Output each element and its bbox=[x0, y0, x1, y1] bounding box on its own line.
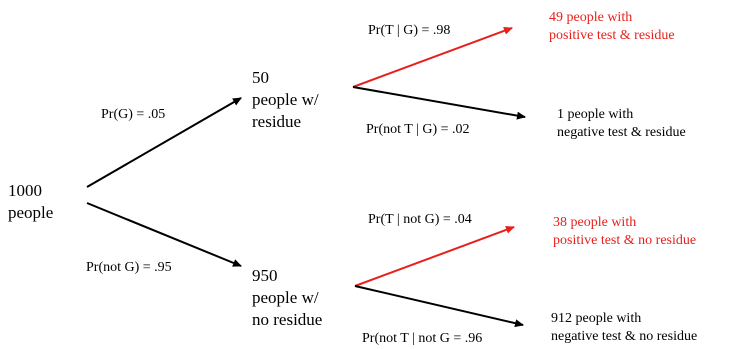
prob-negative-given-no-residue-label: Pr(not T | not G = .96 bbox=[362, 331, 483, 346]
edge-root-to-residue bbox=[86, 97, 242, 188]
edge-no-residue-to-negative bbox=[354, 285, 524, 328]
leaf-positive-residue: 49 people with positive test & residue bbox=[549, 10, 675, 43]
no-residue-node-label: 950 people w/ no residue bbox=[252, 266, 323, 329]
leaf-negative-residue: 1 people with negative test & residue bbox=[557, 107, 686, 140]
prob-positive-given-no-residue-label: Pr(T | not G) = .04 bbox=[368, 212, 472, 227]
leaf-positive-no-residue: 38 people with positive test & no residu… bbox=[553, 215, 697, 248]
root-node-label: 1000 people bbox=[8, 181, 54, 222]
edge-root-to-no-residue bbox=[86, 202, 242, 267]
leaf-negative-no-residue: 912 people with negative test & no resid… bbox=[551, 311, 698, 344]
edge-residue-to-negative bbox=[352, 86, 526, 120]
prob-positive-given-residue-label: Pr(T | G) = .98 bbox=[368, 23, 451, 38]
prob-residue-label: Pr(G) = .05 bbox=[101, 107, 166, 122]
prob-no-residue-label: Pr(not G) = .95 bbox=[86, 260, 172, 275]
residue-node-label: 50 people w/ residue bbox=[252, 68, 319, 131]
edge-residue-to-positive bbox=[352, 27, 513, 88]
prob-negative-given-residue-label: Pr(not T | G) = .02 bbox=[366, 122, 470, 137]
edge-no-residue-to-positive bbox=[354, 226, 515, 287]
